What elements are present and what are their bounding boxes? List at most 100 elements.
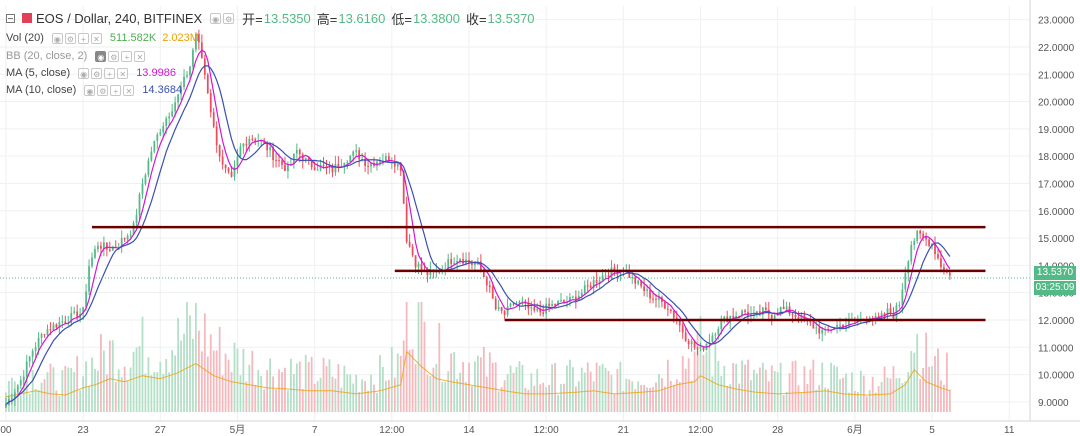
volume-bar bbox=[147, 357, 150, 412]
eye-icon[interactable]: ◉ bbox=[51, 32, 63, 44]
candle-body bbox=[690, 341, 693, 345]
x-tick-label: 12:00 bbox=[379, 425, 404, 436]
volume-bar bbox=[931, 366, 933, 412]
candle-body bbox=[399, 163, 402, 172]
candle-body bbox=[669, 309, 672, 312]
volume-bar bbox=[402, 340, 405, 412]
volume-bar bbox=[408, 349, 411, 412]
candle-body bbox=[758, 311, 761, 315]
volume-bar bbox=[554, 362, 556, 412]
add-icon[interactable]: + bbox=[104, 67, 116, 79]
settings-icon[interactable]: ⚙ bbox=[91, 67, 103, 79]
volume-bar bbox=[809, 369, 812, 412]
close-icon[interactable]: ✕ bbox=[117, 67, 129, 79]
candle-body bbox=[376, 161, 378, 166]
settings-icon[interactable]: ⚙ bbox=[64, 32, 76, 44]
indicator-vol[interactable]: Vol (20) ◉ ⚙ + ✕ 511.582K 2.023M bbox=[6, 30, 199, 46]
volume-bar bbox=[842, 377, 844, 412]
candle-body bbox=[34, 347, 37, 351]
volume-bar bbox=[426, 374, 429, 412]
indicator-bb[interactable]: BB (20, close, 2) ◉ ⚙ + ✕ bbox=[6, 48, 147, 64]
candle-body bbox=[126, 235, 129, 240]
volume-bar bbox=[907, 372, 910, 412]
candle-body bbox=[815, 327, 818, 329]
volume-bar bbox=[803, 366, 806, 412]
volume-bar bbox=[272, 376, 274, 412]
volume-bar bbox=[521, 364, 524, 412]
volume-bar bbox=[797, 385, 800, 412]
settings-icon[interactable]: ⚙ bbox=[223, 12, 235, 24]
volume-bar bbox=[678, 382, 681, 412]
eye-icon[interactable]: ◉ bbox=[78, 67, 90, 79]
add-icon[interactable]: + bbox=[77, 32, 89, 44]
candle-body bbox=[702, 346, 705, 351]
volume-bar bbox=[450, 353, 453, 412]
volume-bar bbox=[741, 360, 743, 412]
eye-icon[interactable]: ◉ bbox=[210, 12, 222, 24]
y-tick-label: 17.0000 bbox=[1038, 179, 1075, 190]
indicator-ma5[interactable]: MA (5, close) ◉ ⚙ + ✕ 13.9986 bbox=[6, 65, 176, 81]
volume-bar bbox=[782, 395, 785, 412]
indicator-vol-name: Vol (20) bbox=[6, 32, 44, 44]
close-icon[interactable]: ✕ bbox=[123, 84, 135, 96]
volume-bar bbox=[251, 350, 254, 412]
settings-icon[interactable]: ⚙ bbox=[97, 84, 109, 96]
candle-body bbox=[542, 312, 545, 315]
volume-bar bbox=[257, 370, 260, 412]
volume-bar bbox=[548, 384, 551, 412]
symbol-row: EOS / Dollar, 240, BITFINEX ◉ ⚙ 开= 13.535… bbox=[6, 10, 535, 27]
candle-body bbox=[120, 238, 123, 247]
volume-bar bbox=[664, 386, 666, 412]
volume-bar bbox=[227, 359, 230, 412]
indicator-ma10[interactable]: MA (10, close) ◉ ⚙ + ✕ 14.3684 bbox=[6, 82, 182, 98]
eye-icon[interactable]: ◉ bbox=[84, 84, 96, 96]
volume-bar bbox=[334, 378, 337, 412]
settings-icon[interactable]: ⚙ bbox=[108, 50, 120, 62]
volume-bar bbox=[551, 364, 553, 412]
candle-body bbox=[144, 175, 147, 184]
candle-body bbox=[248, 138, 251, 146]
candle-body bbox=[49, 329, 52, 331]
indicator-ma10-name: MA (10, close) bbox=[6, 84, 77, 96]
candle-body bbox=[791, 313, 794, 316]
candle-body bbox=[598, 280, 601, 283]
volume-bar bbox=[189, 315, 191, 412]
volume-bar bbox=[203, 313, 206, 412]
candle-body bbox=[206, 74, 209, 93]
eye-icon[interactable]: ◉ bbox=[95, 50, 107, 62]
candle-body bbox=[447, 259, 450, 270]
y-tick-label: 21.0000 bbox=[1038, 70, 1075, 81]
y-tick-label: 19.0000 bbox=[1038, 125, 1075, 136]
candle-body bbox=[613, 267, 616, 271]
volume-bar bbox=[577, 381, 580, 412]
add-icon[interactable]: + bbox=[110, 84, 122, 96]
volume-bar bbox=[666, 359, 669, 412]
volume-bar bbox=[598, 365, 601, 412]
candle-body bbox=[479, 261, 482, 271]
candle-body bbox=[753, 313, 755, 315]
volume-bar bbox=[186, 302, 188, 412]
candle-body bbox=[735, 316, 738, 318]
candle-body bbox=[40, 334, 43, 338]
open-label: 开= bbox=[242, 11, 263, 27]
volume-bar bbox=[111, 340, 114, 412]
add-icon[interactable]: + bbox=[121, 50, 133, 62]
volume-bar bbox=[616, 369, 619, 412]
volume-bar bbox=[862, 375, 865, 412]
volume-bar bbox=[589, 371, 592, 412]
close-icon[interactable]: ✕ bbox=[90, 32, 102, 44]
candle-body bbox=[73, 311, 76, 314]
volume-bar bbox=[580, 367, 583, 412]
candle-body bbox=[761, 307, 764, 315]
y-tick-label: 10.0000 bbox=[1038, 371, 1075, 382]
close-icon[interactable]: ✕ bbox=[134, 50, 146, 62]
candle-body bbox=[782, 306, 785, 310]
volume-bar bbox=[711, 376, 714, 412]
volume-bar bbox=[444, 382, 447, 412]
volume-bar bbox=[307, 362, 310, 412]
candle-body bbox=[459, 259, 461, 262]
candle-body bbox=[307, 158, 310, 161]
volume-bar bbox=[46, 372, 49, 412]
collapse-icon[interactable] bbox=[6, 13, 15, 23]
